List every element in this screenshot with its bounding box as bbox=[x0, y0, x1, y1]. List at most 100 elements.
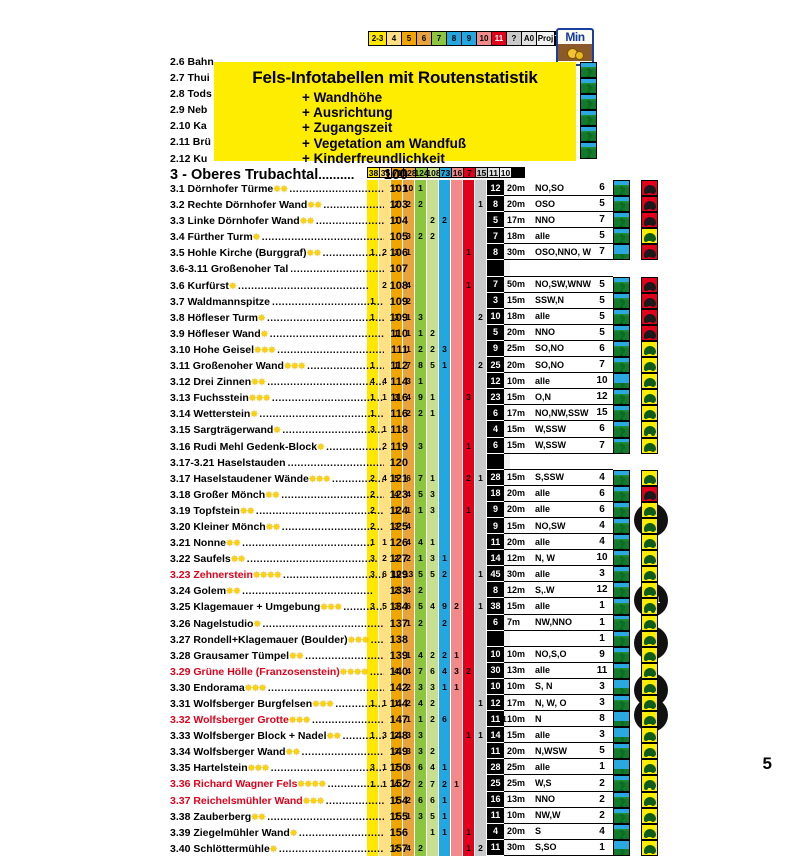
route-entry[interactable]: 3.30 Endorama ✷✷✷.......................… bbox=[170, 682, 408, 698]
info-header-spacer bbox=[487, 167, 658, 180]
grade-cell bbox=[439, 437, 451, 454]
route-entry[interactable]: 3.33 Wolfsberger Block + Nadel ✷✷.......… bbox=[170, 730, 408, 746]
route-entry[interactable]: 3.35 Hartelstein ✷✷✷....................… bbox=[170, 762, 408, 778]
route-entry[interactable]: 3.16 Rudi Mehl Gedenk-Block ✷...........… bbox=[170, 441, 408, 457]
wall-orientation: NO,SW bbox=[535, 518, 591, 535]
route-entry[interactable]: 3.15 Sargträgerwand ✷...................… bbox=[170, 424, 408, 440]
toc-entry[interactable]: 2.12 Ku bbox=[170, 153, 410, 169]
route-entry[interactable]: 3.26 Nagelstudio ✷......................… bbox=[170, 618, 408, 634]
route-entry[interactable]: 3.7 Waldmannspitze .....................… bbox=[170, 296, 408, 312]
wall-orientation: alle bbox=[535, 373, 591, 390]
kid-friendly-icon bbox=[641, 759, 658, 776]
route-entry[interactable]: 3.28 Grausamer Tümpel ✷✷................… bbox=[170, 650, 408, 666]
route-entry[interactable]: 3.23 Zehnerstein ✷✷✷✷...................… bbox=[170, 569, 408, 585]
route-entry[interactable]: 3.22 Saufels ✷✷.........................… bbox=[170, 553, 408, 569]
legend-grade-11: 11 bbox=[492, 32, 507, 45]
route-entry[interactable]: 3.11 Großenoher Wand ✷✷✷................… bbox=[170, 360, 408, 376]
toc-entry[interactable]: 2.7 Thui bbox=[170, 72, 410, 88]
grade-cell bbox=[511, 453, 525, 470]
grade-cell: 1 bbox=[439, 807, 451, 824]
route-entry[interactable]: 3.27 Rondell+Klagemauer (Boulder) ✷✷✷...… bbox=[170, 634, 408, 650]
route-entry[interactable]: 3.38 Zauberberg ✷✷......................… bbox=[170, 811, 408, 827]
grade-cell: 7 bbox=[427, 775, 439, 792]
wall-info-row: 18 20m alle 6 bbox=[487, 485, 658, 502]
kid-friendly-icon bbox=[641, 550, 658, 567]
grade-cell: 1 bbox=[379, 389, 391, 406]
route-entry[interactable]: 3.17-3.21 Haselstauden .................… bbox=[170, 457, 408, 473]
route-entry[interactable]: 3.36 Richard Wagner Fels ✷✷✷✷...........… bbox=[170, 778, 408, 794]
route-entry[interactable]: 3.24 Golem ✷✷...........................… bbox=[170, 585, 408, 601]
grade-cell: 6 bbox=[439, 711, 451, 728]
route-name: 3.1 Dörnhofer Türme bbox=[170, 183, 274, 195]
route-entry[interactable]: 3.1 Dörnhofer Türme ✷✷..................… bbox=[170, 183, 408, 199]
route-count-badge: 8 bbox=[487, 196, 504, 213]
route-entry[interactable]: 3.10 Hohe Geisel ✷✷✷....................… bbox=[170, 344, 408, 360]
route-entry[interactable]: 3.32 Wolfsberger Grotte ✷✷✷.............… bbox=[170, 714, 408, 730]
route-entry[interactable]: 3.4 Fürther Turm ✷......................… bbox=[170, 231, 408, 247]
route-entry[interactable]: 3.29 Grüne Hölle (Franzosenstein) ✷✷✷✷..… bbox=[170, 666, 408, 682]
grade-cell: 2 bbox=[403, 196, 415, 213]
route-entry[interactable]: 3.20 Kleiner Mönch ✷✷...................… bbox=[170, 521, 408, 537]
route-entry[interactable]: 3.12 Drei Zinnen ✷✷.....................… bbox=[170, 376, 408, 392]
vegetation-icon bbox=[613, 517, 630, 535]
wall-info-row: 12 20m NO,SO 6 bbox=[487, 180, 658, 197]
route-entry[interactable]: 3.9 Höfleser Wand ✷.....................… bbox=[170, 328, 408, 344]
grade-cell bbox=[475, 228, 487, 245]
grade-cell: 2 bbox=[427, 743, 439, 760]
route-entry[interactable]: 3.3 Linke Dörnhofer Wand ✷✷.............… bbox=[170, 215, 408, 231]
route-entry[interactable]: 3.34 Wolfsberger Wand ✷✷................… bbox=[170, 746, 408, 762]
route-entry[interactable]: 3.31 Wolfsberger Burgfelsen ✷✷✷.........… bbox=[170, 698, 408, 714]
grade-cell: 3 bbox=[415, 308, 427, 325]
route-page: 154 bbox=[389, 794, 408, 807]
route-entry[interactable]: 3.19 Topfstein ✷✷.......................… bbox=[170, 505, 408, 521]
grade-cell: 3 bbox=[415, 678, 427, 695]
grade-cell bbox=[451, 244, 463, 261]
route-entry[interactable]: 3.14 Wetterstein ✷......................… bbox=[170, 408, 408, 424]
wall-info-row: 6 7m NW,NNO 1 bbox=[487, 614, 658, 631]
grade-cell bbox=[427, 630, 439, 647]
route-entry[interactable]: 3.37 Reichelsmühler Wand ✷✷✷............… bbox=[170, 795, 408, 811]
toc-entry[interactable]: 2.11 Brü bbox=[170, 136, 410, 152]
grade-cell bbox=[439, 292, 451, 309]
route-entry[interactable]: 3.39 Ziegelmühler Wand ✷................… bbox=[170, 827, 408, 843]
grade-total-cell: 73 bbox=[439, 167, 451, 178]
vegetation-icon bbox=[613, 614, 630, 631]
grade-cell: 4 bbox=[427, 759, 439, 776]
banner-bullet: + Ausrichtung bbox=[302, 105, 393, 121]
route-entry[interactable]: 3.18 Großer Mönch ✷✷....................… bbox=[170, 489, 408, 505]
toc-entry[interactable]: 2.6 Bahn bbox=[170, 56, 410, 72]
section-title: 3 - Oberes Trubachtal bbox=[170, 167, 319, 183]
kid-friendly-icon bbox=[641, 180, 658, 197]
wall-orientation: N, W bbox=[535, 550, 591, 567]
grade-cell bbox=[415, 421, 427, 438]
kid-friendly-icon bbox=[641, 839, 658, 856]
legend-grade-8: 8 bbox=[447, 32, 462, 45]
grade-cell bbox=[451, 469, 463, 486]
toc-entry[interactable]: 2.10 Ka bbox=[170, 120, 410, 136]
star-rating: ✷✷✷ bbox=[312, 699, 334, 709]
grade-total-cell: 108 bbox=[426, 167, 441, 178]
route-entry[interactable]: 3.25 Klagemauer + Umgebung ✷✷✷..........… bbox=[170, 601, 408, 617]
grade-cell: 1 bbox=[379, 534, 391, 551]
toc-entry[interactable]: 2.8 Tods bbox=[170, 88, 410, 104]
route-entry[interactable]: 3.6 Kurfürst ✷..........................… bbox=[170, 280, 408, 296]
route-count-badge: 7 bbox=[487, 228, 504, 245]
grade-cell bbox=[463, 743, 475, 760]
route-entry[interactable]: 3.8 Höfleser Turm ✷.....................… bbox=[170, 312, 408, 328]
route-entry[interactable]: 3.21 Nonne ✷✷...........................… bbox=[170, 537, 408, 553]
route-entry[interactable]: 3.13 Fuchsstein ✷✷✷.....................… bbox=[170, 392, 408, 408]
wall-info-row: 28 15m S,SSW 4 bbox=[487, 469, 658, 486]
grade-cell bbox=[379, 582, 391, 599]
legend-grade-5: 5 bbox=[402, 32, 417, 45]
approach-time: 6 bbox=[591, 421, 613, 438]
toc-entry[interactable]: 2.9 Neb bbox=[170, 104, 410, 120]
route-entry[interactable]: 3.2 Rechte Dörnhofer Wand ✷✷............… bbox=[170, 199, 408, 215]
route-entry[interactable]: 3.17 Haselstaudener Wände ✷✷✷...........… bbox=[170, 473, 408, 489]
route-entry[interactable]: 3.40 Schlöttermühle ✷...................… bbox=[170, 843, 408, 859]
kid-friendly-icon bbox=[641, 582, 658, 599]
route-entry[interactable]: 3.5 Hohle Kirche (Burggraf) ✷✷..........… bbox=[170, 247, 408, 263]
route-entry[interactable]: 3.6-3.11 Großenoher Tal ................… bbox=[170, 263, 408, 279]
route-count-badge: 45 bbox=[487, 566, 504, 583]
wall-height: 18m bbox=[504, 228, 535, 245]
grade-total-cell: 641 bbox=[510, 167, 526, 178]
